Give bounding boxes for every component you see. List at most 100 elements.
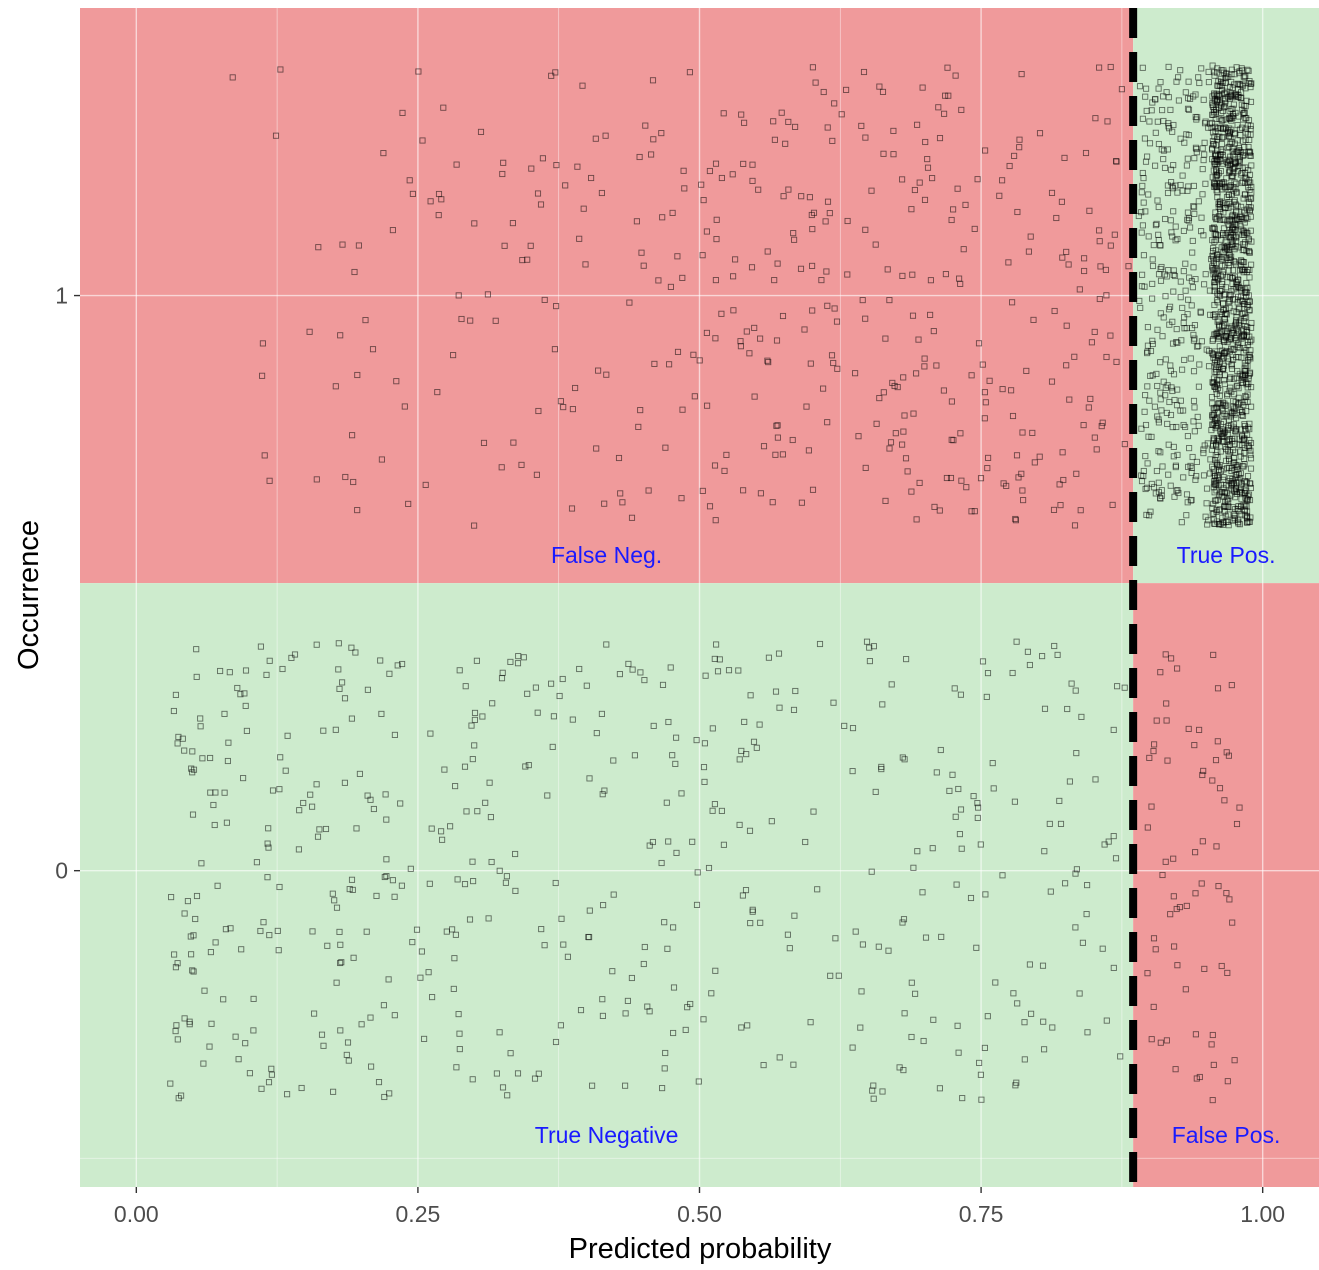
data-point [211, 821, 218, 829]
data-point [943, 474, 950, 482]
data-point [413, 926, 421, 933]
data-point [1167, 217, 1174, 224]
data-point [263, 671, 270, 678]
data-point [640, 960, 647, 968]
data-point [479, 713, 486, 720]
data-point [866, 644, 873, 651]
data-point [1195, 342, 1202, 349]
data-point [1190, 331, 1197, 338]
data-point [353, 825, 360, 832]
data-point [649, 838, 656, 846]
data-point [1167, 106, 1174, 113]
data-point [193, 892, 201, 900]
data-point [786, 945, 793, 952]
data-point [1169, 424, 1176, 431]
data-point [774, 422, 781, 429]
data-point [1142, 392, 1149, 399]
data-point [951, 685, 958, 692]
data-point [550, 713, 557, 720]
data-point [1221, 124, 1228, 131]
data-point [572, 384, 579, 392]
data-point [1039, 653, 1046, 660]
data-point [952, 813, 959, 820]
data-point [522, 763, 529, 770]
data-point [399, 660, 406, 668]
data-point [1226, 298, 1233, 305]
data-point [958, 477, 965, 484]
data-point [1210, 111, 1217, 118]
data-point [1096, 64, 1103, 71]
data-point [1140, 199, 1147, 206]
data-point [1217, 428, 1224, 435]
data-point [440, 104, 447, 111]
data-point [1241, 239, 1249, 246]
data-point [568, 505, 576, 512]
data-point [1041, 705, 1049, 712]
data-point [1146, 118, 1153, 125]
data-point [1188, 496, 1195, 504]
data-point [1247, 98, 1255, 105]
data-point [227, 925, 234, 932]
data-point [718, 174, 725, 182]
data-point [1152, 129, 1159, 136]
data-point [776, 704, 783, 711]
data-point [909, 312, 917, 319]
data-point [422, 481, 429, 488]
data-point [708, 990, 715, 997]
data-point [764, 248, 771, 255]
data-point [709, 725, 716, 732]
data-point [1154, 413, 1161, 420]
data-point [498, 675, 506, 682]
data-point [381, 1093, 388, 1101]
data-point [1163, 717, 1170, 724]
data-point [552, 879, 559, 887]
data-point [343, 1051, 350, 1058]
data-point [824, 302, 831, 309]
data-point [329, 890, 336, 897]
data-point [1158, 407, 1165, 414]
data-point [1021, 1056, 1028, 1063]
data-point [1205, 68, 1212, 75]
data-point [1210, 224, 1218, 231]
data-point [1216, 491, 1223, 498]
data-point [1247, 465, 1255, 472]
data-point [1210, 257, 1217, 264]
data-point [1234, 506, 1241, 513]
data-point [1183, 512, 1190, 519]
data-point [1229, 84, 1236, 91]
data-point [1245, 67, 1252, 74]
data-point [1214, 215, 1221, 222]
data-point [509, 220, 516, 227]
data-point [892, 430, 899, 437]
data-point [1163, 273, 1170, 280]
data-point [1164, 146, 1171, 153]
data-point [1247, 204, 1254, 211]
data-point [1146, 140, 1154, 147]
data-point [1150, 1003, 1157, 1010]
data-point [1028, 1010, 1035, 1017]
data-point [391, 893, 398, 900]
data-point [250, 995, 257, 1002]
data-point [1093, 446, 1100, 453]
data-point [524, 690, 531, 697]
data-point [1229, 174, 1236, 181]
data-point [940, 387, 947, 394]
data-point [1215, 316, 1222, 323]
data-point [802, 838, 809, 846]
data-point [1226, 157, 1233, 164]
data-point [259, 340, 266, 347]
data-point [1240, 207, 1247, 214]
quadrant-bg-3 [1133, 583, 1319, 1187]
data-point [968, 508, 975, 515]
data-point [1218, 83, 1225, 90]
data-point [1186, 274, 1193, 281]
data-point [1103, 292, 1110, 299]
data-point [1149, 372, 1156, 379]
data-point [1211, 158, 1218, 165]
data-point [1170, 208, 1177, 215]
data-point [1231, 165, 1238, 172]
data-point [1241, 144, 1248, 151]
data-point [1225, 259, 1232, 266]
data-point [1144, 324, 1151, 331]
data-point [771, 136, 778, 143]
